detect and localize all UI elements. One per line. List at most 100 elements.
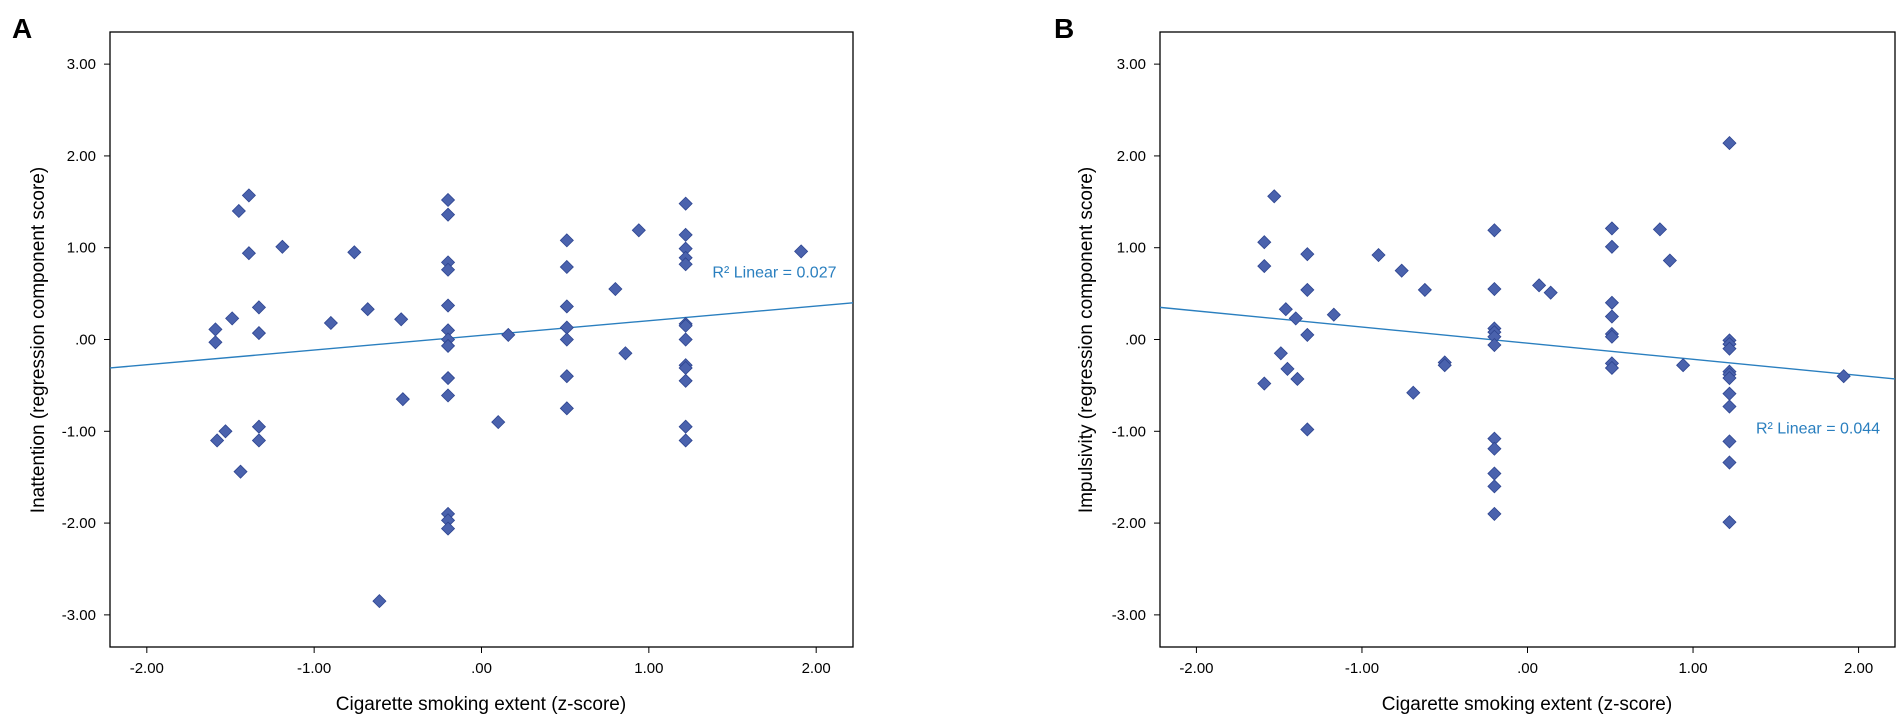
- data-point-b: [1543, 285, 1558, 300]
- data-point-b: [1394, 263, 1409, 278]
- x-tick-label: -2.00: [130, 660, 164, 677]
- data-point-a: [618, 346, 633, 361]
- y-tick-label: -1.00: [1112, 423, 1146, 440]
- y-tick-label: 1.00: [67, 240, 96, 257]
- data-point-b: [1487, 281, 1502, 297]
- data-point-a: [251, 419, 267, 434]
- data-point-b: [1487, 466, 1502, 481]
- data-point-b: [1676, 358, 1691, 373]
- y-tick-label: .00: [75, 332, 96, 349]
- data-point-a: [678, 318, 693, 333]
- data-point-b: [1288, 311, 1303, 326]
- data-point-b: [1604, 239, 1619, 254]
- x-tick-label: -1.00: [1345, 660, 1379, 677]
- y-tick-label: 2.00: [67, 148, 96, 165]
- data-point-b: [1652, 222, 1667, 237]
- data-point-b: [1604, 221, 1619, 236]
- panel-label-a: A: [12, 13, 32, 44]
- data-point-b: [1257, 376, 1272, 391]
- data-point-b: [1290, 371, 1305, 387]
- data-point-a: [678, 257, 693, 272]
- data-point-a: [678, 419, 693, 434]
- data-point-b: [1604, 309, 1619, 324]
- data-point-a: [225, 311, 240, 326]
- y-axis-label-b: Impulsivity (regression component score): [1076, 167, 1097, 513]
- data-point-a: [631, 223, 646, 238]
- data-point-b: [1437, 358, 1452, 373]
- data-point-a: [559, 369, 574, 384]
- data-point-a: [372, 594, 387, 609]
- y-axis-label-a: Inattention (regression component score): [28, 167, 49, 513]
- data-point-a: [440, 262, 456, 277]
- panel-label-b: B: [1054, 13, 1074, 44]
- data-point-a: [440, 207, 456, 222]
- data-point-a: [208, 322, 223, 337]
- data-point-a: [491, 415, 506, 430]
- data-point-a: [559, 299, 574, 314]
- data-point-b: [1722, 515, 1737, 530]
- data-point-a: [440, 370, 456, 386]
- data-point-a: [251, 433, 267, 448]
- plot-frame-a: [109, 31, 854, 648]
- y-tick-label: -3.00: [62, 607, 96, 624]
- data-point-a: [559, 320, 574, 335]
- data-point-a: [501, 327, 516, 342]
- data-point-a: [347, 245, 362, 260]
- data-point-b: [1300, 327, 1315, 342]
- x-tick-label: 1.00: [634, 660, 663, 677]
- data-point-a: [275, 239, 290, 254]
- data-point-a: [231, 203, 246, 219]
- data-point-b: [1604, 295, 1619, 310]
- data-point-a: [608, 281, 623, 297]
- data-point-a: [241, 188, 256, 203]
- data-point-b: [1417, 282, 1432, 297]
- data-point-a: [394, 312, 409, 327]
- data-point-b: [1278, 302, 1293, 317]
- data-point-b: [1300, 282, 1315, 297]
- panel-b: B 3.00 2.00 1.00 .00 -1.00 -2.00 -3.00 -2.00 -1…: [1054, 13, 1896, 715]
- data-point-a: [678, 196, 693, 211]
- data-point-a: [395, 392, 410, 407]
- data-point-b: [1487, 337, 1502, 353]
- data-point-b: [1604, 329, 1619, 344]
- data-point-b: [1406, 385, 1421, 400]
- data-point-b: [1280, 361, 1295, 376]
- data-point-a: [678, 227, 693, 242]
- data-point-b: [1604, 360, 1619, 376]
- y-tick-label: -2.00: [1112, 515, 1146, 532]
- regression-line-a: [109, 302, 854, 369]
- data-point-a: [440, 521, 456, 536]
- y-tick-label: -3.00: [1112, 607, 1146, 624]
- x-axis-label-a: Cigarette smoking extent (z-score): [336, 694, 626, 715]
- data-point-a: [794, 244, 809, 259]
- data-point-b: [1722, 386, 1737, 401]
- data-point-a: [323, 315, 338, 331]
- y-tick-label: .00: [1125, 332, 1146, 349]
- data-point-b: [1326, 307, 1341, 322]
- x-tick-label: 2.00: [1844, 660, 1873, 677]
- data-point-a: [440, 388, 456, 403]
- x-tick-label: .00: [1517, 660, 1538, 677]
- x-tick-label: -1.00: [297, 660, 331, 677]
- y-tick-label: -2.00: [62, 515, 96, 532]
- data-point-a: [210, 433, 225, 448]
- panel-a: A 3.00 2.00 1.00 .00 -1.00 -2.00 -3.00 -2.00 -1…: [12, 13, 854, 715]
- data-point-b: [1487, 506, 1502, 521]
- data-point-b: [1722, 455, 1737, 470]
- data-point-b: [1662, 253, 1677, 268]
- data-point-a: [360, 302, 375, 317]
- x-tick-label: -2.00: [1179, 660, 1213, 677]
- y-tick-label: 2.00: [1117, 148, 1146, 165]
- data-point-a: [559, 259, 574, 275]
- data-point-b: [1257, 259, 1272, 274]
- data-point-a: [559, 332, 574, 347]
- data-point-b: [1300, 422, 1315, 437]
- x-axis-label-b: Cigarette smoking extent (z-score): [1382, 694, 1672, 715]
- data-point-a: [559, 401, 574, 416]
- data-point-a: [208, 335, 223, 350]
- data-point-b: [1836, 369, 1851, 384]
- x-tick-label: 1.00: [1678, 660, 1707, 677]
- data-point-b: [1267, 189, 1282, 204]
- y-tick-label: 3.00: [67, 56, 96, 73]
